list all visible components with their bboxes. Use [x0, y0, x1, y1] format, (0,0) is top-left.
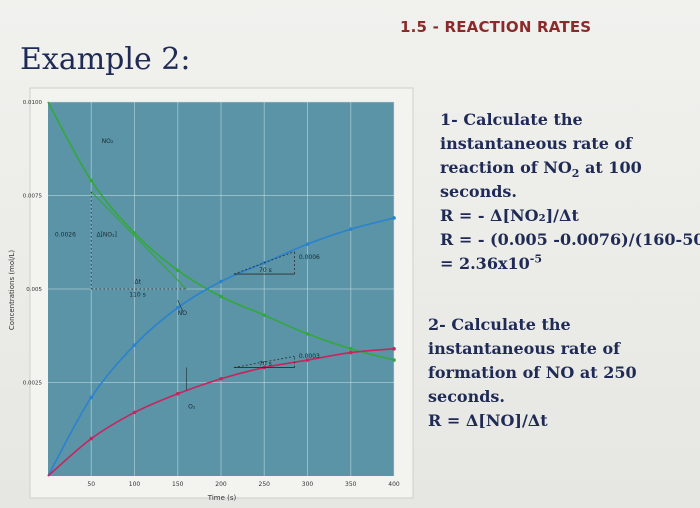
y-axis-label: Concentrations (mol/L): [8, 250, 16, 330]
q2-line4: seconds.: [428, 387, 505, 406]
no2-curve-point: [132, 231, 137, 235]
no2-curve-point: [262, 313, 267, 317]
x-tick-label: 400: [388, 481, 400, 488]
o2-delta-value: 0.0003: [299, 353, 320, 360]
y-tick-label: 0.0100: [23, 100, 43, 106]
x-tick-label: 100: [129, 481, 141, 488]
no2-curve-point: [89, 178, 94, 183]
tick-layer: 50 100 150 200 250 300 350 400 0.0025 0.005 0.0075…: [23, 100, 400, 488]
y-tick-label: 0.0025: [23, 381, 43, 387]
no2-curve-point: [305, 332, 310, 336]
no2-tangent-line: [90, 191, 187, 290]
q1-line1: 1- Calculate the: [440, 110, 583, 129]
q1-calculation: R = - (0.005 -0.0076)/(160-50): [440, 230, 700, 249]
q1-line2: instantaneous rate of: [440, 134, 633, 153]
x-tick-label: 300: [302, 481, 314, 488]
no-delta-value: 0.0006: [299, 254, 320, 261]
no2-curve-point: [175, 268, 180, 273]
no-curve-point: [392, 216, 396, 220]
q2-formula: R = Δ[NO]/Δt: [428, 411, 548, 430]
x-tick-label: 150: [172, 481, 184, 488]
no-curve: [47, 217, 395, 477]
o2-curve-point: [132, 410, 137, 415]
x-axis-label: Time (s): [207, 494, 237, 502]
q1-line4: seconds.: [440, 182, 517, 201]
no-series-label: NO: [178, 310, 187, 317]
no-curve-point: [175, 305, 180, 310]
o2-series-label: O₂: [188, 404, 196, 411]
series-layer: [47, 101, 396, 477]
o2-delta-t: 70 s: [259, 361, 272, 368]
no2-series-label: NO₂: [102, 138, 114, 145]
q2-line1: 2- Calculate the: [428, 315, 571, 334]
y-tick-label: 0.0075: [23, 194, 43, 200]
q1-result-pre: = 2.36x10: [440, 254, 530, 273]
no-curve-point: [219, 279, 223, 284]
x-tick-label: 50: [87, 481, 95, 488]
q1-line3-sub: 2: [571, 167, 580, 181]
o2-curve-point: [392, 347, 396, 351]
question-2: 2- Calculate the instantaneous rate of f…: [428, 313, 698, 433]
delta-t-value: 110 s: [129, 291, 146, 298]
no-curve-point: [89, 395, 94, 400]
no2-curve-point: [392, 358, 396, 362]
o2-curve-point: [305, 358, 310, 362]
no2-curve-point: [219, 294, 223, 299]
no-delta-t: 70 s: [259, 267, 272, 274]
x-tick-label: 250: [259, 481, 271, 488]
delta-no2-label: Δ[NO₂]: [96, 232, 116, 239]
no-curve-point: [305, 242, 310, 246]
delta-t-label: Δt: [135, 278, 142, 285]
no-leader-line: [177, 300, 184, 312]
x-tick-label: 350: [345, 481, 357, 488]
no-curve-point: [132, 343, 137, 347]
no2-curve-point: [348, 347, 353, 351]
q1-line3-post: at 100: [579, 158, 642, 177]
topic-heading: 1.5 - REACTION RATES: [400, 18, 592, 36]
q2-line2: instantaneous rate of: [428, 339, 621, 358]
o2-curve-point: [89, 436, 94, 441]
annotation-layer: NO₂ NO O₂ 0.0026 Δ[NO₂] Δt 110 s 0.0006 70 s 0.00…: [55, 138, 320, 411]
o2-curve-point: [175, 391, 180, 396]
q1-result: = 2.36x10-5: [440, 252, 700, 276]
question-1: 1- Calculate the instantaneous rate of r…: [440, 108, 700, 276]
q1-formula: R = - Δ[NO₂]/Δt: [440, 206, 579, 225]
no-curve-point: [348, 227, 353, 231]
slide-title: Example 2:: [20, 42, 191, 77]
no2-curve: [47, 101, 395, 361]
q1-line3: reaction of NO2 at 100: [440, 156, 700, 180]
q2-line3: formation of NO at 250: [428, 363, 637, 382]
q1-result-sup: -5: [529, 252, 542, 266]
q1-line3-pre: reaction of NO: [440, 158, 572, 177]
o2-curve-point: [348, 350, 353, 355]
delta-no2-value: 0.0026: [55, 232, 76, 239]
no-tangent-dash: [233, 251, 295, 275]
x-tick-label: 200: [215, 481, 227, 488]
y-tick-label: 0.005: [26, 287, 42, 293]
o2-curve-point: [219, 376, 223, 381]
